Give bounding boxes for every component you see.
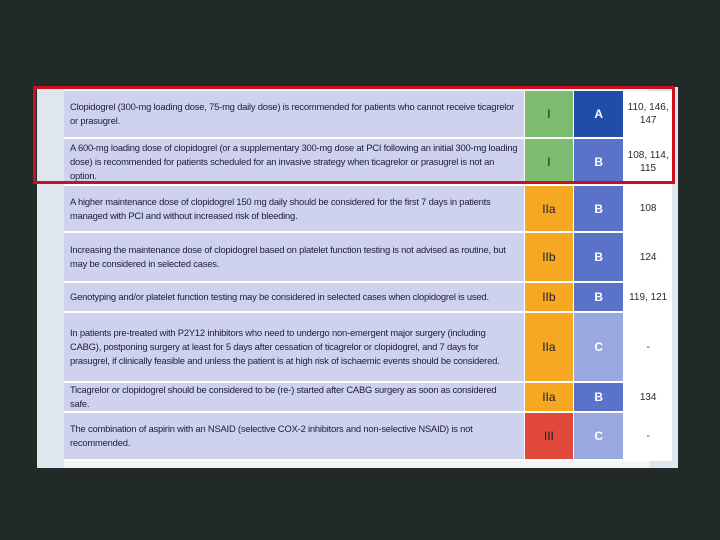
level-badge: A xyxy=(573,91,624,139)
recommendation-text: A 600-mg loading dose of clopidogrel (or… xyxy=(64,138,525,186)
table-row: Genotyping and/or platelet function test… xyxy=(64,282,672,313)
references: 108 xyxy=(623,185,672,233)
table-row: The combination of aspirin with an NSAID… xyxy=(64,412,672,461)
table-row: Increasing the maintenance dose of clopi… xyxy=(64,232,672,283)
level-badge: B xyxy=(573,232,624,283)
table-row: Ticagrelor or clopidogrel should be cons… xyxy=(64,382,672,413)
table-row: A higher maintenance dose of clopidogrel… xyxy=(64,185,672,233)
recommendation-text: The combination of aspirin with an NSAID… xyxy=(64,412,525,461)
table-row: In patients pre-treated with P2Y12 inhib… xyxy=(64,312,672,383)
class-badge: IIa xyxy=(523,382,574,413)
class-badge: III xyxy=(523,412,574,461)
references: 124 xyxy=(623,232,672,283)
class-badge: I xyxy=(523,91,574,139)
class-badge: IIa xyxy=(523,185,574,233)
recommendation-text: Clopidogrel (300-mg loading dose, 75-mg … xyxy=(64,91,525,139)
references: 108, 114, 115 xyxy=(623,138,672,186)
level-badge: B xyxy=(573,138,624,186)
recommendation-text: Increasing the maintenance dose of clopi… xyxy=(64,232,525,283)
references: 119, 121 xyxy=(623,282,672,313)
guideline-page: Clopidogrel (300-mg loading dose, 75-mg … xyxy=(37,87,678,468)
level-badge: B xyxy=(573,282,624,313)
recommendation-text: In patients pre-treated with P2Y12 inhib… xyxy=(64,312,525,383)
class-badge: I xyxy=(523,138,574,186)
recommendations-table: Clopidogrel (300-mg loading dose, 75-mg … xyxy=(64,91,672,461)
level-badge: B xyxy=(573,382,624,413)
class-badge: IIa xyxy=(523,312,574,383)
level-badge: C xyxy=(573,412,624,461)
recommendation-text: Genotyping and/or platelet function test… xyxy=(64,282,525,313)
level-badge: B xyxy=(573,185,624,233)
table-row: Clopidogrel (300-mg loading dose, 75-mg … xyxy=(64,91,672,139)
references: 110, 146, 147 xyxy=(623,91,672,139)
level-badge: C xyxy=(573,312,624,383)
table-row: A 600-mg loading dose of clopidogrel (or… xyxy=(64,138,672,186)
class-badge: IIb xyxy=(523,232,574,283)
references: 134 xyxy=(623,382,672,413)
references: - xyxy=(623,312,672,383)
recommendation-text: Ticagrelor or clopidogrel should be cons… xyxy=(64,382,525,413)
class-badge: IIb xyxy=(523,282,574,313)
recommendation-text: A higher maintenance dose of clopidogrel… xyxy=(64,185,525,233)
references: - xyxy=(623,412,672,461)
left-margin-strip xyxy=(37,87,64,468)
